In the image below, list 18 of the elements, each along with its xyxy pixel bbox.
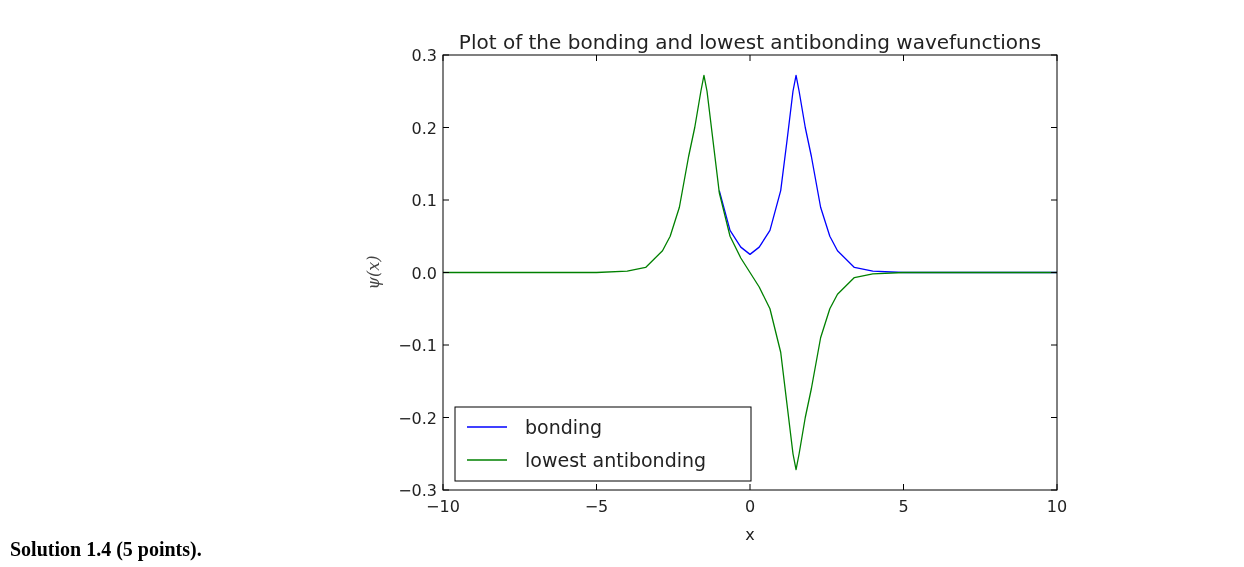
y-tick-label: 0.0 <box>411 263 437 283</box>
y-tick-label: 0.2 <box>411 118 437 138</box>
y-tick-label: −0.3 <box>398 481 437 500</box>
x-axis-title: x <box>745 525 755 544</box>
text: Solution 1.4 (5 points). <box>10 538 202 561</box>
legend-label: bonding <box>525 416 603 438</box>
x-tick-label: 10 <box>1046 497 1068 516</box>
x-tick-label: 5 <box>898 497 909 516</box>
y-axis-title: ψ(x) <box>364 255 383 290</box>
y-tick-label: −0.2 <box>398 408 437 428</box>
x-tick-label: −10 <box>426 497 460 516</box>
chart-title: Plot of the bonding and lowest antibonding wavefunctions <box>458 30 1042 54</box>
y-tick-label: 0.1 <box>411 191 437 210</box>
x-tick-label: 0 <box>744 497 756 516</box>
legend-label: lowest antibonding <box>525 449 707 471</box>
x-tick-label: −5 <box>584 497 609 516</box>
y-tick-label: 0.3 <box>411 46 437 65</box>
y-tick-label: −0.1 <box>398 336 437 355</box>
